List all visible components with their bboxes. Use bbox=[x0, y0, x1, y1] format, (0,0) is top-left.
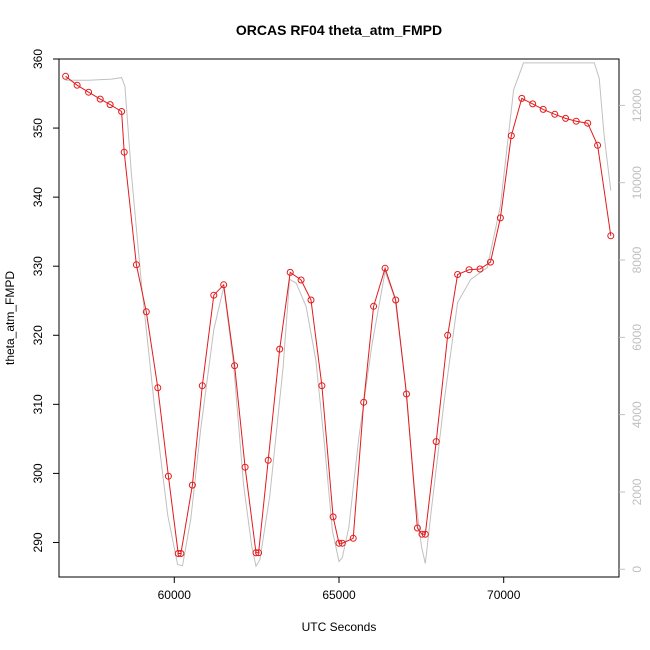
data-point bbox=[381, 264, 389, 272]
data-point bbox=[507, 132, 515, 140]
data-point bbox=[307, 296, 315, 304]
data-point bbox=[132, 261, 140, 269]
data-point bbox=[584, 119, 592, 127]
y-tick-label: 310 bbox=[31, 394, 45, 414]
data-point bbox=[252, 549, 260, 557]
data-point bbox=[198, 382, 206, 390]
y2-tick-label: 0 bbox=[630, 566, 644, 573]
data-point bbox=[276, 345, 284, 353]
data-point bbox=[85, 88, 93, 96]
data-point bbox=[403, 390, 410, 398]
data-point bbox=[338, 539, 346, 547]
y-tick-label: 320 bbox=[31, 325, 45, 345]
data-point bbox=[154, 384, 162, 392]
y2-tick-label: 4000 bbox=[630, 401, 644, 428]
y2-tick-label: 10000 bbox=[630, 166, 644, 200]
y2-tick-label: 2000 bbox=[630, 478, 644, 505]
x-axis: 60000 65000 70000 bbox=[158, 577, 521, 602]
data-point bbox=[118, 108, 126, 115]
data-point bbox=[465, 266, 473, 274]
data-point bbox=[329, 513, 337, 521]
data-point bbox=[188, 481, 196, 489]
data-point bbox=[177, 550, 185, 557]
data-point bbox=[264, 456, 272, 464]
data-point bbox=[231, 362, 239, 370]
y-tick-label: 360 bbox=[31, 49, 45, 69]
data-point bbox=[413, 524, 421, 532]
y2-tick-label: 8000 bbox=[630, 246, 644, 273]
data-point bbox=[241, 463, 249, 471]
x-tick-label: 60000 bbox=[158, 588, 192, 602]
data-point bbox=[607, 232, 615, 240]
data-point bbox=[476, 265, 484, 273]
x-tick-label: 70000 bbox=[487, 588, 521, 602]
data-point bbox=[529, 100, 537, 108]
data-point bbox=[360, 398, 368, 406]
data-point bbox=[142, 308, 150, 316]
data-point bbox=[73, 81, 81, 89]
data-point bbox=[120, 148, 128, 156]
data-point bbox=[539, 105, 547, 113]
chart-title: ORCAS RF04 theta_atm_FMPD bbox=[236, 22, 442, 38]
data-point bbox=[96, 95, 104, 103]
data-point bbox=[392, 296, 400, 304]
series-line-right-axis bbox=[65, 62, 612, 568]
data-point bbox=[297, 276, 305, 284]
data-point bbox=[421, 530, 429, 538]
data-point bbox=[370, 302, 378, 310]
data-point bbox=[551, 110, 559, 118]
data-point bbox=[518, 94, 526, 102]
data-point bbox=[487, 258, 494, 266]
data-point bbox=[418, 530, 426, 538]
y2-tick-label: 6000 bbox=[630, 324, 644, 351]
y-axis-left: 290 300 310 320 330 340 350 360 bbox=[31, 49, 59, 552]
data-point bbox=[286, 268, 294, 276]
data-point bbox=[454, 271, 462, 278]
data-point bbox=[496, 214, 504, 222]
data-point bbox=[594, 141, 602, 149]
data-point bbox=[432, 438, 440, 446]
data-point bbox=[349, 534, 357, 542]
data-point bbox=[106, 101, 114, 109]
data-point bbox=[572, 117, 580, 125]
series-layer bbox=[62, 62, 615, 568]
data-point bbox=[210, 291, 218, 299]
y-tick-label: 300 bbox=[31, 463, 45, 483]
y-axis-right: 0 2000 4000 6000 8000 10000 12000 bbox=[619, 88, 644, 573]
x-tick-label: 65000 bbox=[322, 588, 356, 602]
data-point bbox=[255, 549, 263, 557]
series-line-left-axis bbox=[65, 75, 612, 554]
y-tick-label: 330 bbox=[31, 256, 45, 276]
data-point bbox=[562, 114, 570, 122]
x-axis-label: UTC Seconds bbox=[302, 620, 377, 634]
y2-tick-label: 12000 bbox=[630, 88, 644, 122]
y-tick-label: 340 bbox=[31, 187, 45, 207]
data-point bbox=[220, 281, 228, 289]
data-point bbox=[444, 331, 452, 339]
data-point bbox=[62, 72, 70, 80]
data-point bbox=[318, 382, 326, 390]
y-tick-label: 350 bbox=[31, 118, 45, 138]
y-axis-label: theta_atm_FMPD bbox=[3, 271, 17, 365]
y-tick-label: 290 bbox=[31, 532, 45, 552]
data-point bbox=[164, 472, 172, 480]
plot-frame bbox=[58, 58, 620, 578]
data-point bbox=[174, 550, 182, 557]
data-point bbox=[335, 539, 343, 547]
